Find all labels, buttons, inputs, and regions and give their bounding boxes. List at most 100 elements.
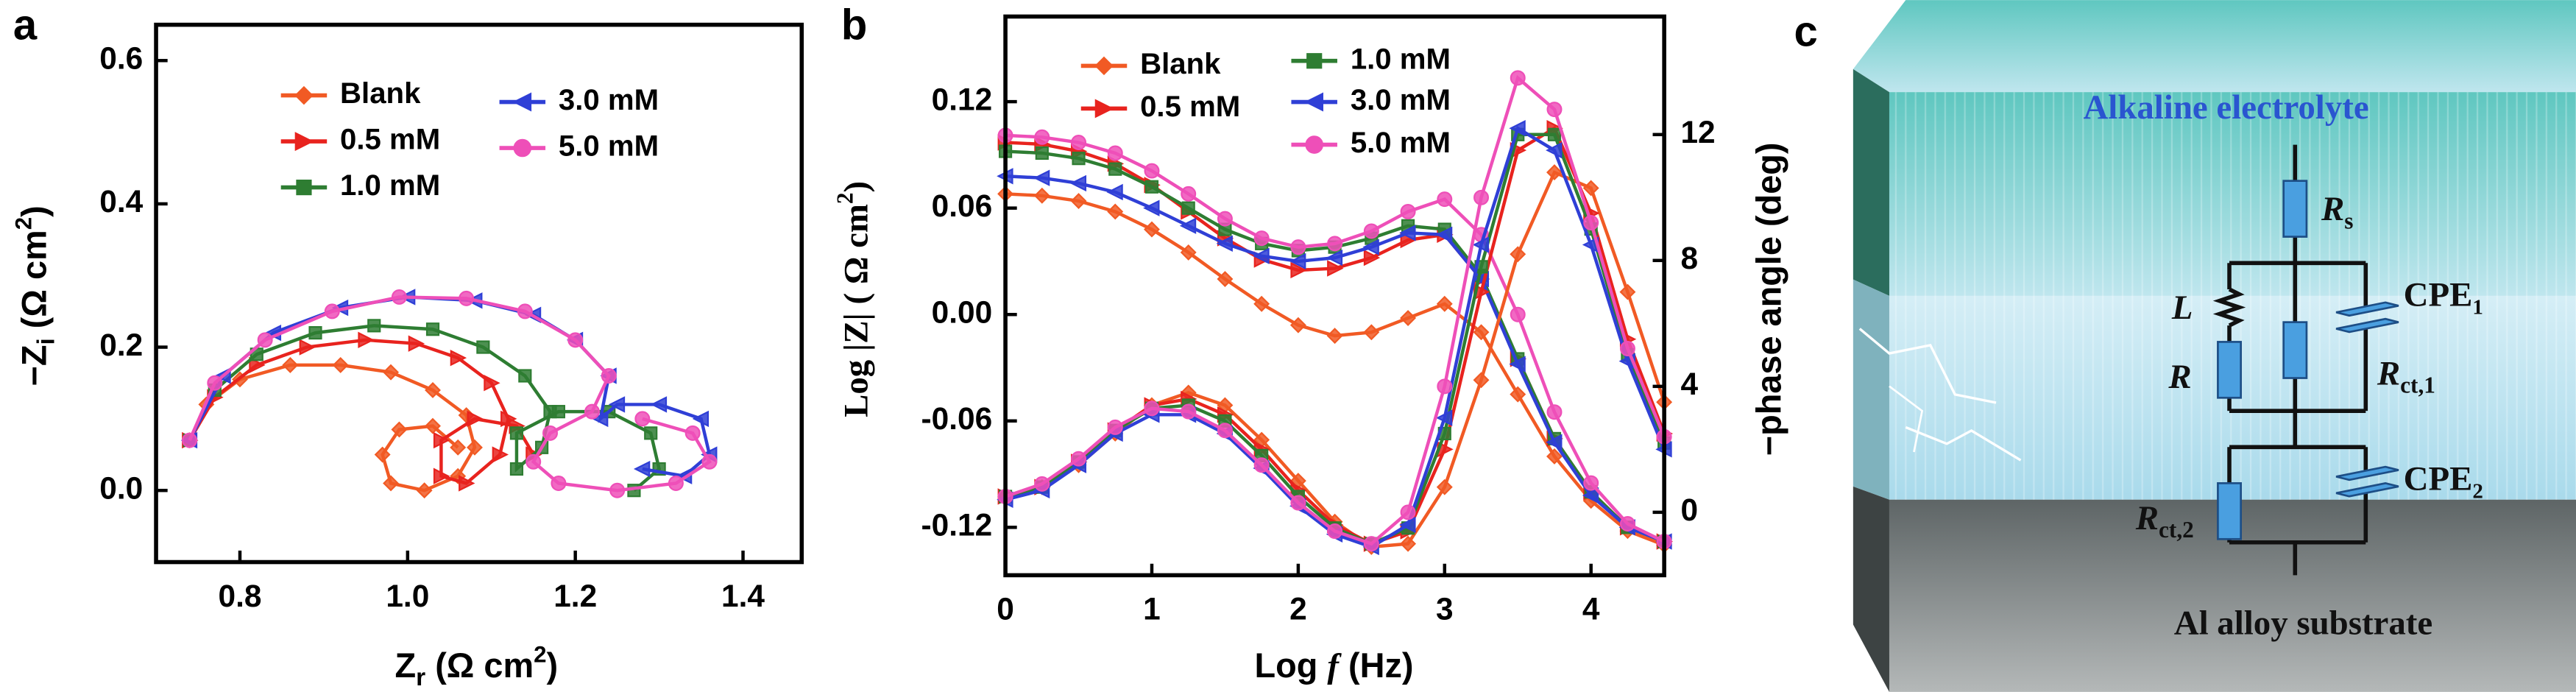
marker <box>1033 187 1050 204</box>
component-label: R <box>2168 358 2191 396</box>
marker <box>1363 536 1379 552</box>
component-label: L <box>2171 289 2193 327</box>
marker <box>551 475 567 491</box>
marker <box>1510 306 1526 322</box>
marker <box>299 339 316 356</box>
side-face <box>1853 68 1889 296</box>
marker <box>1106 183 1123 201</box>
x-tick-label: 0.8 <box>219 579 262 613</box>
x-axis-label: Log f (Hz) <box>1254 646 1413 685</box>
crack <box>1858 328 1997 404</box>
marker <box>1290 261 1307 279</box>
marker <box>425 382 441 398</box>
marker <box>1094 56 1114 76</box>
label-part: f <box>1327 647 1342 685</box>
label-part: ) <box>15 205 54 217</box>
side-face <box>1853 486 1889 692</box>
x-tick-label: 3 <box>1436 592 1454 626</box>
label-part: (Ω cm <box>425 646 534 685</box>
y2-tick-label: 0 <box>1680 492 1698 527</box>
marker <box>282 356 299 373</box>
marker <box>1582 487 1599 504</box>
y-tick-label: -0.12 <box>921 508 993 543</box>
marker <box>358 331 375 349</box>
marker <box>1326 249 1343 266</box>
marker <box>1253 457 1270 473</box>
marker <box>1327 523 1343 540</box>
label-part: −Z <box>15 345 54 386</box>
marker <box>1144 221 1160 238</box>
marker <box>1107 203 1124 220</box>
marker <box>701 453 718 470</box>
panel-label: c <box>1794 8 1818 56</box>
marker <box>459 290 475 306</box>
marker <box>1070 193 1087 209</box>
marker <box>1473 189 1490 205</box>
x-tick-label: 0 <box>997 592 1014 626</box>
y-tick-label: 0.4 <box>99 184 143 219</box>
marker <box>1363 249 1381 266</box>
marker <box>517 303 533 319</box>
marker <box>1472 236 1490 253</box>
marker <box>1253 230 1270 247</box>
marker <box>294 132 314 152</box>
y-axis-label: Log |Z| ( Ω cm2) <box>832 181 875 417</box>
marker <box>383 364 400 381</box>
marker <box>1035 146 1049 160</box>
plot-frame <box>154 22 804 565</box>
marker <box>1216 235 1233 253</box>
marker <box>1034 129 1050 145</box>
marker <box>1217 423 1233 439</box>
marker <box>644 426 658 440</box>
marker <box>1033 169 1050 186</box>
marker <box>512 92 532 112</box>
marker <box>1619 341 1635 357</box>
marker <box>308 326 322 340</box>
x-tick-label: 1 <box>1143 592 1161 626</box>
marker <box>408 335 425 352</box>
marker <box>1290 495 1306 511</box>
marker <box>1327 260 1344 277</box>
label-part: ) <box>547 646 559 685</box>
marker <box>1363 324 1380 341</box>
marker <box>509 426 524 440</box>
legend-label: 5.0 mM <box>559 130 659 163</box>
marker <box>1400 535 1417 552</box>
layer-label: Al alloy substrate <box>2174 604 2432 643</box>
series-line <box>1005 170 1666 549</box>
y-tick-label: 0.6 <box>99 40 143 75</box>
marker <box>601 368 617 384</box>
crack <box>1889 385 1924 453</box>
marker <box>1546 141 1563 159</box>
legend-label: 5.0 mM <box>1351 126 1451 159</box>
y-tick-label: 0.12 <box>932 82 993 116</box>
marker <box>1399 516 1416 534</box>
marker <box>1290 239 1306 255</box>
component-label: Rct,2 <box>2135 499 2194 543</box>
marker <box>1071 135 1087 151</box>
marker <box>367 319 381 333</box>
plot-frame <box>1003 14 1666 578</box>
legend-label: 3.0 mM <box>1351 83 1451 116</box>
top-face <box>1853 0 2576 93</box>
marker <box>1546 434 1563 451</box>
marker <box>1437 191 1453 208</box>
marker <box>1289 317 1306 333</box>
marker <box>1306 53 1323 69</box>
marker <box>1435 409 1453 426</box>
marker <box>542 425 558 441</box>
x-axis-label: Zr (Ω cm2) <box>395 642 559 691</box>
marker <box>567 332 584 348</box>
legend-label: Blank <box>1140 47 1221 80</box>
panel-label: b <box>841 1 867 49</box>
marker <box>1547 127 1562 141</box>
marker <box>633 460 651 478</box>
marker <box>207 375 223 391</box>
marker <box>324 303 340 319</box>
marker <box>1582 180 1599 197</box>
marker <box>1305 135 1323 154</box>
marker <box>1546 448 1563 465</box>
marker <box>476 340 490 354</box>
